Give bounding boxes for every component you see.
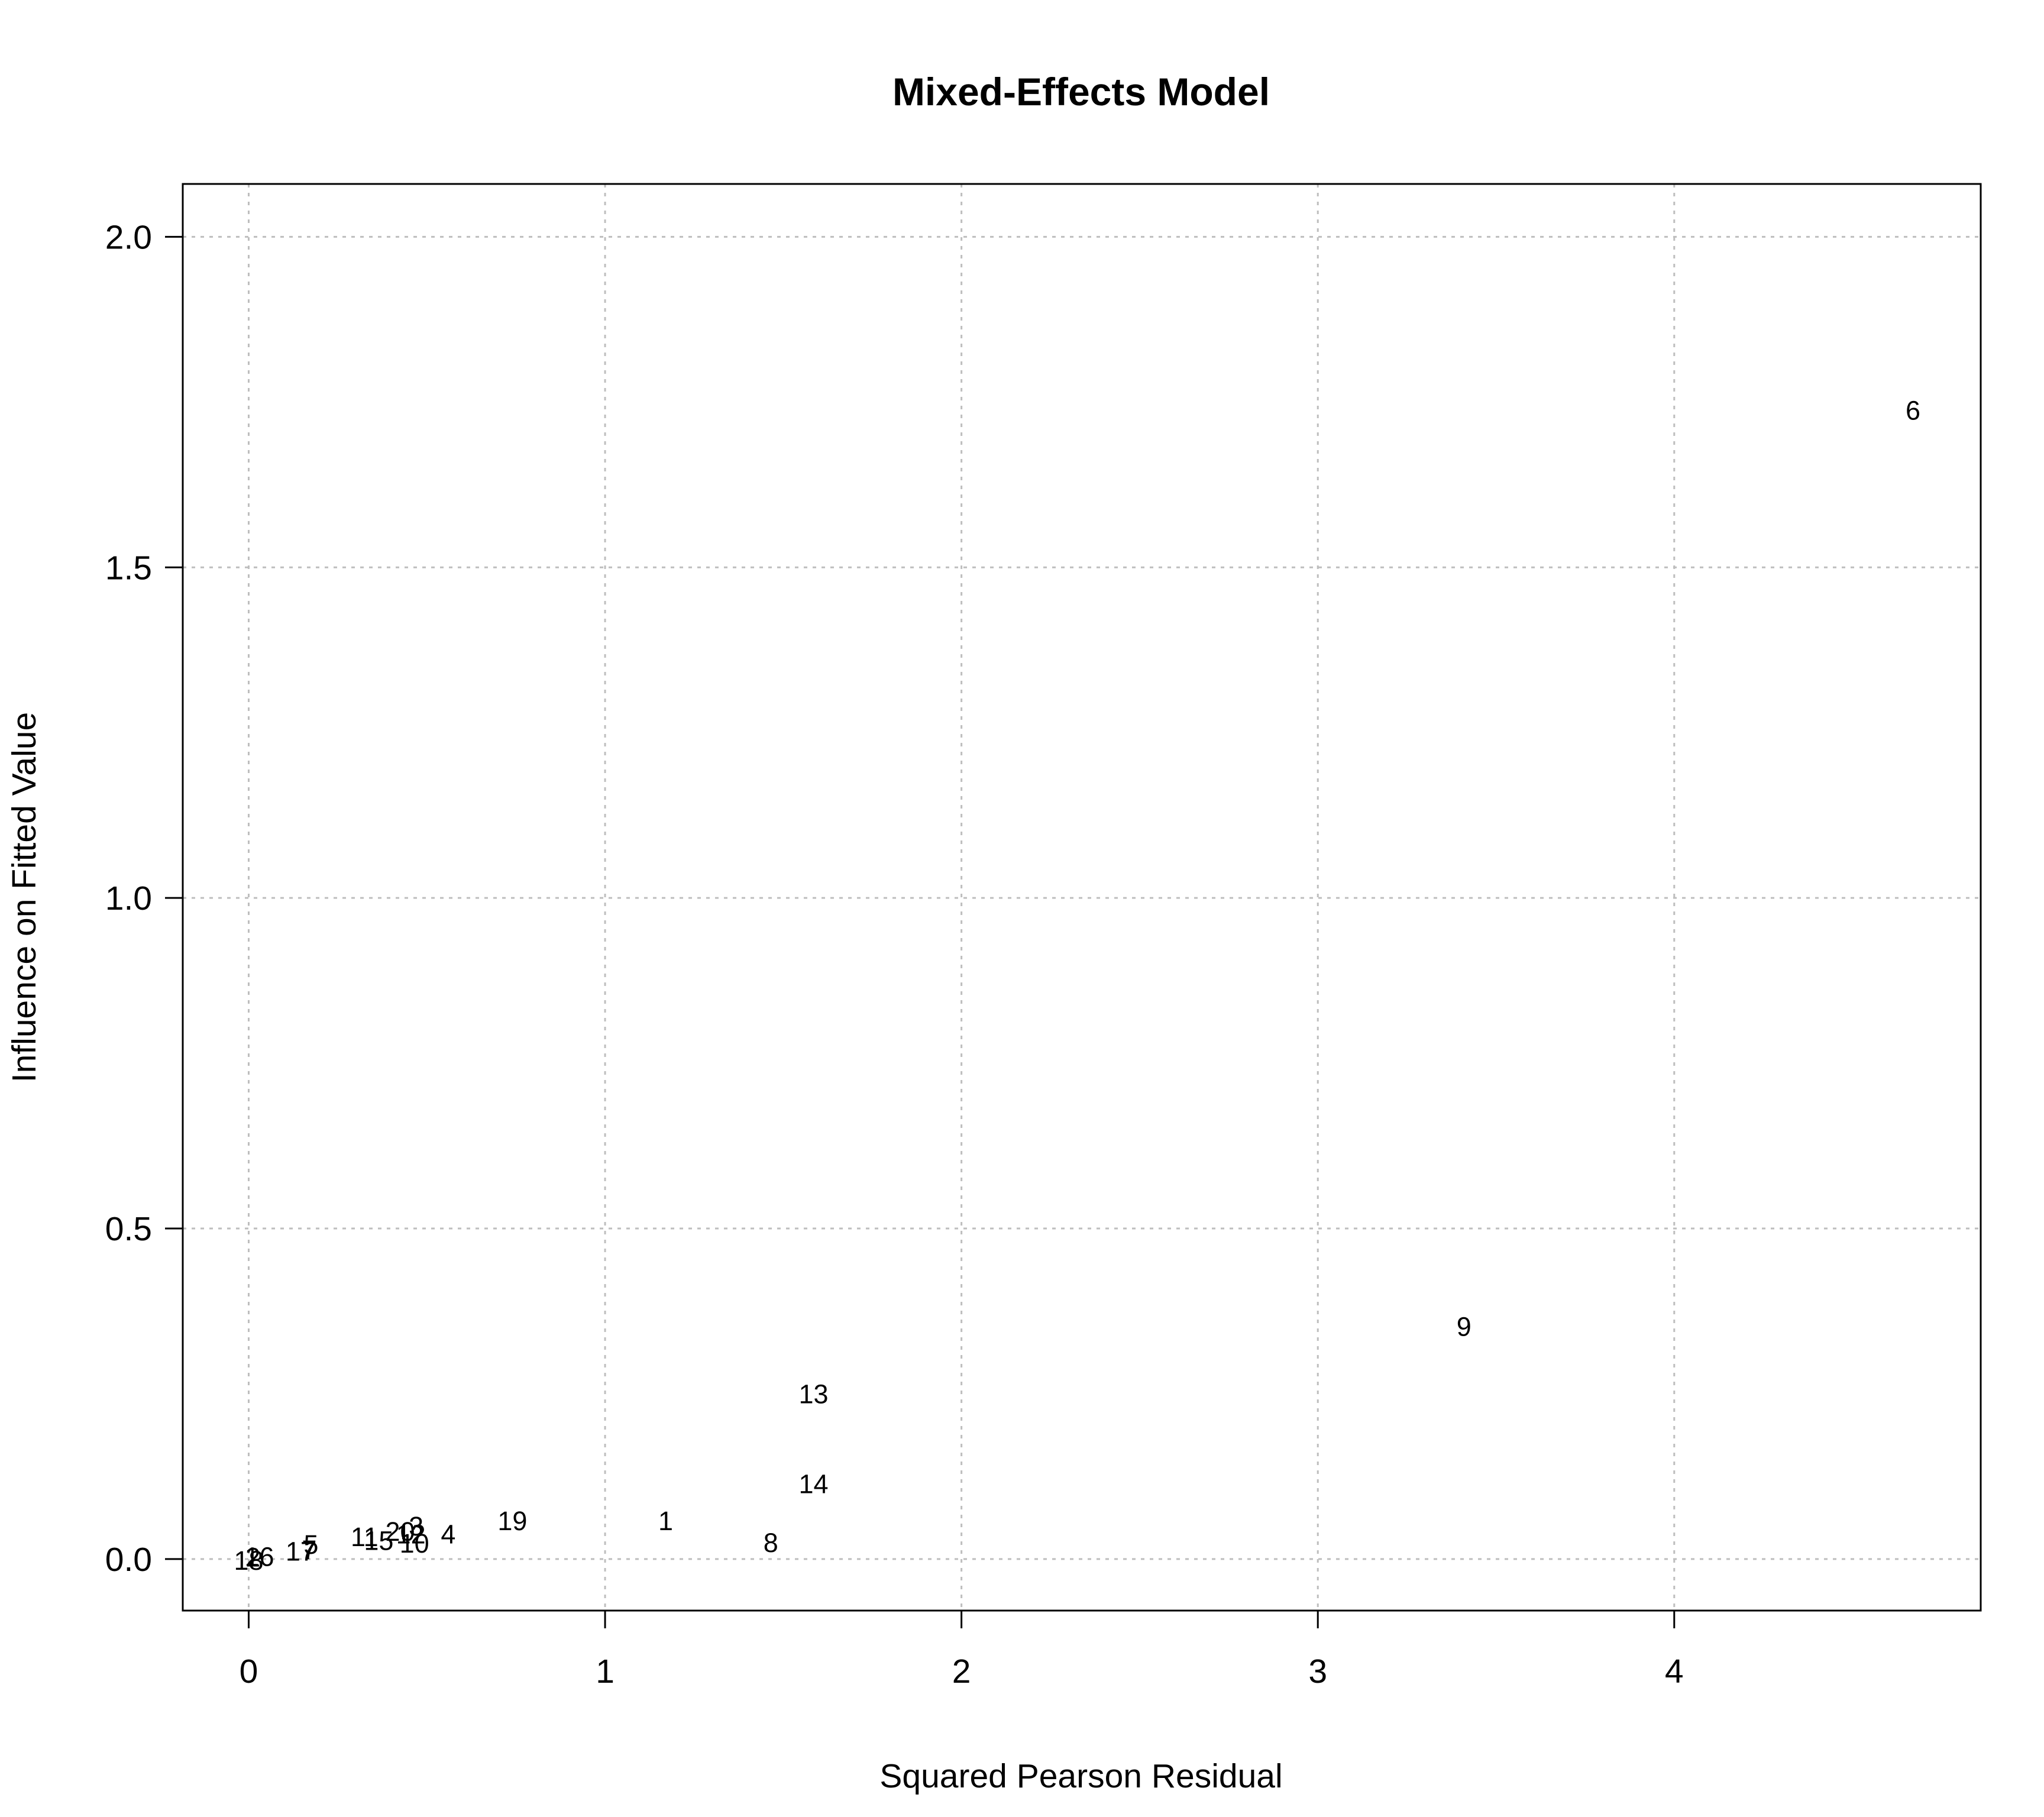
- data-point-label: 7: [302, 1535, 316, 1565]
- y-tick-label: 1.5: [105, 549, 152, 587]
- y-axis-label: Influence on Fitted Value: [5, 712, 43, 1082]
- data-point-label: 10: [400, 1528, 429, 1559]
- data-point-label: 8: [764, 1528, 778, 1558]
- grid: [183, 184, 1981, 1611]
- data-point-label: 14: [799, 1469, 829, 1499]
- data-point-label: 19: [497, 1506, 527, 1536]
- plot-frame: [182, 183, 1982, 1612]
- data-point-label: 6: [1906, 395, 1920, 425]
- y-tick-label: 1.0: [105, 880, 152, 917]
- x-axis: 0 1 2 3 4: [240, 1609, 1684, 1690]
- data-point-label: 12: [396, 1519, 426, 1549]
- y-tick-label: 0.5: [105, 1210, 152, 1248]
- data-point-label: 4: [441, 1519, 455, 1549]
- x-axis-label: Squared Pearson Residual: [879, 1757, 1282, 1795]
- x-tick-label: 3: [1308, 1653, 1327, 1690]
- y-axis: 0.0 0.5 1.0 1.5 2.0: [105, 218, 184, 1579]
- x-tick-label: 1: [596, 1653, 615, 1690]
- data-point-label: 1: [658, 1506, 673, 1536]
- data-point-label: 20: [386, 1517, 415, 1547]
- x-tick-label: 0: [240, 1653, 258, 1690]
- y-tick-label: 0.0: [105, 1541, 152, 1579]
- data-point-label: 18: [234, 1546, 263, 1576]
- data-point-label: 17: [286, 1536, 315, 1566]
- data-point-label: 2: [245, 1542, 260, 1572]
- data-point-label: 11: [351, 1522, 379, 1552]
- data-point-label: 9: [1457, 1311, 1471, 1341]
- data-point-label: 5: [303, 1530, 318, 1560]
- chart-title: Mixed-Effects Model: [892, 70, 1270, 114]
- y-tick-label: 2.0: [105, 218, 152, 256]
- data-point-label: 13: [799, 1379, 829, 1409]
- x-tick-label: 4: [1665, 1653, 1684, 1690]
- x-tick-label: 2: [952, 1653, 971, 1690]
- data-point-label: 16: [245, 1541, 274, 1572]
- data-point-label: 3: [409, 1511, 423, 1541]
- data-point-label: 15: [364, 1526, 393, 1556]
